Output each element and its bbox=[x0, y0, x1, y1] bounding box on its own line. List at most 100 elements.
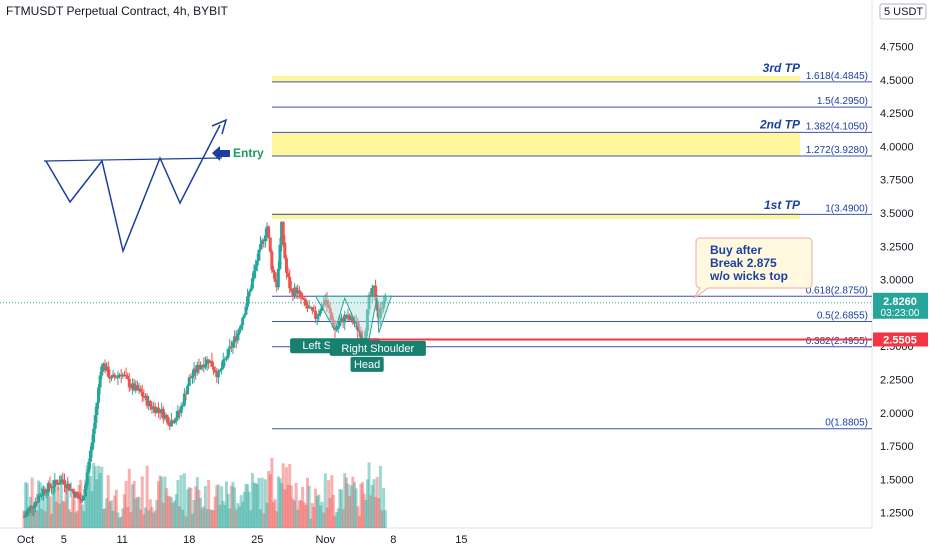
volume-bar bbox=[310, 503, 314, 528]
candle-body bbox=[212, 366, 216, 371]
volume-bar bbox=[182, 473, 186, 528]
candle-body bbox=[199, 366, 203, 370]
volume-bar bbox=[273, 499, 277, 528]
candle-body bbox=[33, 501, 37, 507]
candle-body bbox=[72, 491, 76, 498]
candle-body bbox=[122, 374, 126, 376]
volume-bar bbox=[312, 506, 316, 528]
volume-bar bbox=[79, 479, 83, 528]
candle-body bbox=[53, 479, 57, 487]
volume-bar bbox=[304, 504, 308, 528]
y-tick-label: 3.2500 bbox=[880, 241, 914, 253]
volume-bar bbox=[111, 510, 115, 528]
volume-bar bbox=[69, 512, 73, 528]
candle-body bbox=[171, 420, 175, 423]
tp-zone-2 bbox=[272, 132, 800, 156]
candle-body bbox=[77, 495, 81, 499]
volume-bar bbox=[139, 509, 143, 528]
candle-body bbox=[301, 297, 305, 300]
candle-body bbox=[278, 244, 282, 269]
volume-bar bbox=[237, 506, 241, 528]
candle-body bbox=[176, 410, 180, 418]
candle-body bbox=[116, 375, 120, 378]
volume-bar bbox=[207, 479, 211, 528]
candle-body bbox=[364, 330, 368, 344]
candle-body bbox=[195, 364, 199, 373]
volume-bar bbox=[71, 496, 75, 528]
volume-bar bbox=[75, 510, 79, 528]
volume-bar bbox=[66, 480, 70, 528]
volume-bar bbox=[283, 489, 287, 528]
volume-bar bbox=[108, 501, 112, 528]
head-shoulders-pattern bbox=[314, 295, 393, 351]
candle-body bbox=[250, 278, 254, 289]
volume-bar bbox=[267, 470, 271, 528]
candle-body bbox=[121, 374, 125, 377]
candle-body bbox=[150, 406, 154, 410]
candle-body bbox=[215, 372, 219, 378]
volume-bar bbox=[322, 512, 326, 528]
tp-label-3: 1st TP bbox=[764, 198, 801, 212]
candle-body bbox=[137, 388, 141, 391]
candle-body bbox=[46, 483, 50, 493]
volume-bar bbox=[158, 475, 162, 528]
volume-bar bbox=[268, 474, 272, 528]
fib-label-7: 0.382(2.4955) bbox=[806, 336, 868, 347]
candle-body bbox=[187, 377, 191, 387]
volume-bar bbox=[356, 506, 360, 528]
x-tick-label: Oct bbox=[17, 534, 34, 546]
candle-body bbox=[165, 414, 169, 418]
volume-bar bbox=[281, 463, 285, 528]
volume-bar bbox=[163, 476, 167, 528]
y-tick-label: 2.2500 bbox=[880, 375, 914, 387]
candle-body bbox=[184, 393, 188, 395]
volume-bar bbox=[276, 476, 280, 528]
candle-body bbox=[186, 386, 190, 395]
volume-bar bbox=[343, 473, 347, 528]
candle-body bbox=[95, 402, 99, 416]
volume-bar bbox=[250, 473, 254, 528]
volume-bar bbox=[341, 508, 345, 528]
candle-body bbox=[236, 333, 240, 341]
volume-bar bbox=[336, 508, 340, 528]
candle-body bbox=[32, 506, 36, 509]
volume-bar bbox=[116, 512, 120, 528]
tp-label-1: 3rd TP bbox=[763, 61, 801, 75]
volume-bar bbox=[289, 485, 293, 528]
candle-body bbox=[249, 288, 253, 292]
candle-body bbox=[140, 391, 144, 397]
candle-body bbox=[135, 385, 139, 391]
volume-bar bbox=[361, 481, 365, 528]
volume-bar bbox=[359, 483, 363, 528]
volume-bar bbox=[260, 477, 264, 528]
candle-body bbox=[168, 424, 172, 427]
candle-body bbox=[124, 375, 128, 377]
volume-bar bbox=[84, 479, 88, 528]
volume-bar bbox=[252, 482, 256, 528]
volume-bar bbox=[378, 465, 382, 528]
unit-label: 5 USDT bbox=[884, 6, 923, 18]
candle-body bbox=[273, 272, 277, 282]
volume-bar bbox=[27, 506, 31, 528]
fib-label-1: 1.5(4.2950) bbox=[817, 96, 868, 107]
candle-body bbox=[80, 500, 84, 502]
candle-body bbox=[259, 244, 263, 250]
candle-body bbox=[93, 415, 97, 429]
volume-bar bbox=[212, 510, 216, 528]
volume-bar bbox=[270, 458, 274, 528]
candle-body bbox=[61, 479, 65, 481]
volume-bar bbox=[330, 475, 334, 528]
volume-bar bbox=[354, 488, 358, 528]
volume-bar bbox=[179, 474, 183, 528]
volume-bar bbox=[208, 509, 212, 528]
candle-body bbox=[325, 299, 329, 305]
fib-label-8: 0(1.8805) bbox=[825, 418, 868, 429]
volume-bar bbox=[374, 496, 378, 528]
candle-body bbox=[223, 358, 227, 360]
candle-body bbox=[307, 307, 311, 309]
candle-body bbox=[92, 428, 96, 443]
candle-body bbox=[377, 310, 381, 319]
volume-bar bbox=[126, 507, 130, 528]
